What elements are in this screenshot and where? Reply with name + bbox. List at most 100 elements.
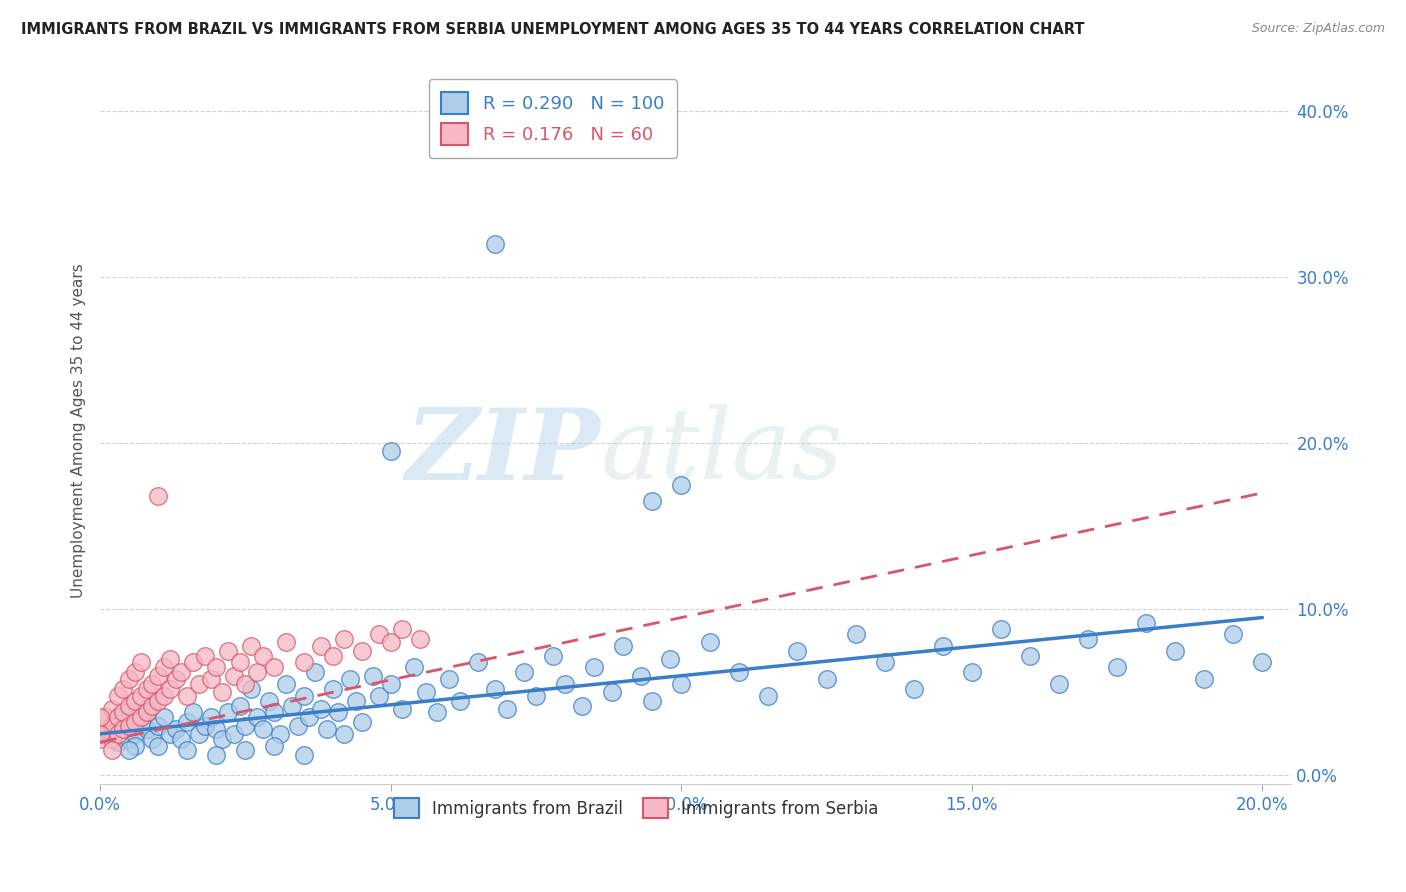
Point <box>368 689 391 703</box>
Point <box>815 672 838 686</box>
Point <box>571 698 593 713</box>
Point <box>484 236 506 251</box>
Point <box>118 706 141 720</box>
Point <box>1047 677 1070 691</box>
Point <box>361 669 384 683</box>
Point <box>235 718 257 732</box>
Point <box>257 693 280 707</box>
Y-axis label: Unemployment Among Ages 35 to 44 years: Unemployment Among Ages 35 to 44 years <box>72 263 86 598</box>
Point <box>118 672 141 686</box>
Point <box>304 665 326 680</box>
Point <box>228 656 250 670</box>
Point <box>194 648 217 663</box>
Point <box>135 722 157 736</box>
Point <box>1164 644 1187 658</box>
Point <box>129 715 152 730</box>
Point <box>94 727 117 741</box>
Point <box>89 710 111 724</box>
Point <box>129 656 152 670</box>
Point <box>118 731 141 746</box>
Point <box>148 693 170 707</box>
Point <box>148 739 170 753</box>
Point <box>148 718 170 732</box>
Point <box>176 689 198 703</box>
Point <box>118 718 141 732</box>
Point <box>100 743 122 757</box>
Point <box>124 665 146 680</box>
Point <box>200 710 222 724</box>
Point <box>222 669 245 683</box>
Point <box>135 702 157 716</box>
Point <box>496 702 519 716</box>
Point <box>1251 656 1274 670</box>
Point <box>903 681 925 696</box>
Point <box>187 677 209 691</box>
Point <box>89 731 111 746</box>
Point <box>100 718 122 732</box>
Point <box>339 672 361 686</box>
Point <box>1135 615 1157 630</box>
Point <box>873 656 896 670</box>
Point <box>205 748 228 763</box>
Point <box>252 648 274 663</box>
Point <box>141 677 163 691</box>
Point <box>118 743 141 757</box>
Point <box>263 660 285 674</box>
Point <box>641 693 664 707</box>
Point <box>309 702 332 716</box>
Point <box>449 693 471 707</box>
Point <box>333 727 356 741</box>
Point <box>89 727 111 741</box>
Point <box>141 698 163 713</box>
Text: Source: ZipAtlas.com: Source: ZipAtlas.com <box>1251 22 1385 36</box>
Point <box>292 656 315 670</box>
Point <box>107 710 129 724</box>
Point <box>728 665 751 680</box>
Point <box>211 731 233 746</box>
Point <box>281 698 304 713</box>
Point <box>246 710 269 724</box>
Point <box>112 722 135 736</box>
Point <box>315 722 337 736</box>
Point <box>176 715 198 730</box>
Point <box>513 665 536 680</box>
Point <box>135 706 157 720</box>
Point <box>100 731 122 746</box>
Text: atlas: atlas <box>600 404 844 500</box>
Point <box>252 722 274 736</box>
Point <box>217 644 239 658</box>
Point <box>124 739 146 753</box>
Point <box>287 718 309 732</box>
Point <box>205 660 228 674</box>
Text: IMMIGRANTS FROM BRAZIL VS IMMIGRANTS FROM SERBIA UNEMPLOYMENT AMONG AGES 35 TO 4: IMMIGRANTS FROM BRAZIL VS IMMIGRANTS FRO… <box>21 22 1084 37</box>
Point <box>118 698 141 713</box>
Point <box>786 644 808 658</box>
Point <box>107 727 129 741</box>
Point <box>217 706 239 720</box>
Point <box>200 672 222 686</box>
Point <box>391 622 413 636</box>
Point <box>129 689 152 703</box>
Point <box>235 677 257 691</box>
Point <box>391 702 413 716</box>
Point <box>269 727 291 741</box>
Point <box>328 706 350 720</box>
Point <box>467 656 489 670</box>
Point <box>484 681 506 696</box>
Point <box>240 639 263 653</box>
Point <box>100 718 122 732</box>
Point <box>124 693 146 707</box>
Point <box>292 748 315 763</box>
Point <box>94 710 117 724</box>
Point <box>583 660 606 674</box>
Point <box>333 632 356 647</box>
Point <box>1107 660 1129 674</box>
Point <box>107 735 129 749</box>
Point <box>112 706 135 720</box>
Point <box>159 652 181 666</box>
Point <box>600 685 623 699</box>
Point <box>274 635 297 649</box>
Point <box>402 660 425 674</box>
Point <box>409 632 432 647</box>
Point <box>170 731 193 746</box>
